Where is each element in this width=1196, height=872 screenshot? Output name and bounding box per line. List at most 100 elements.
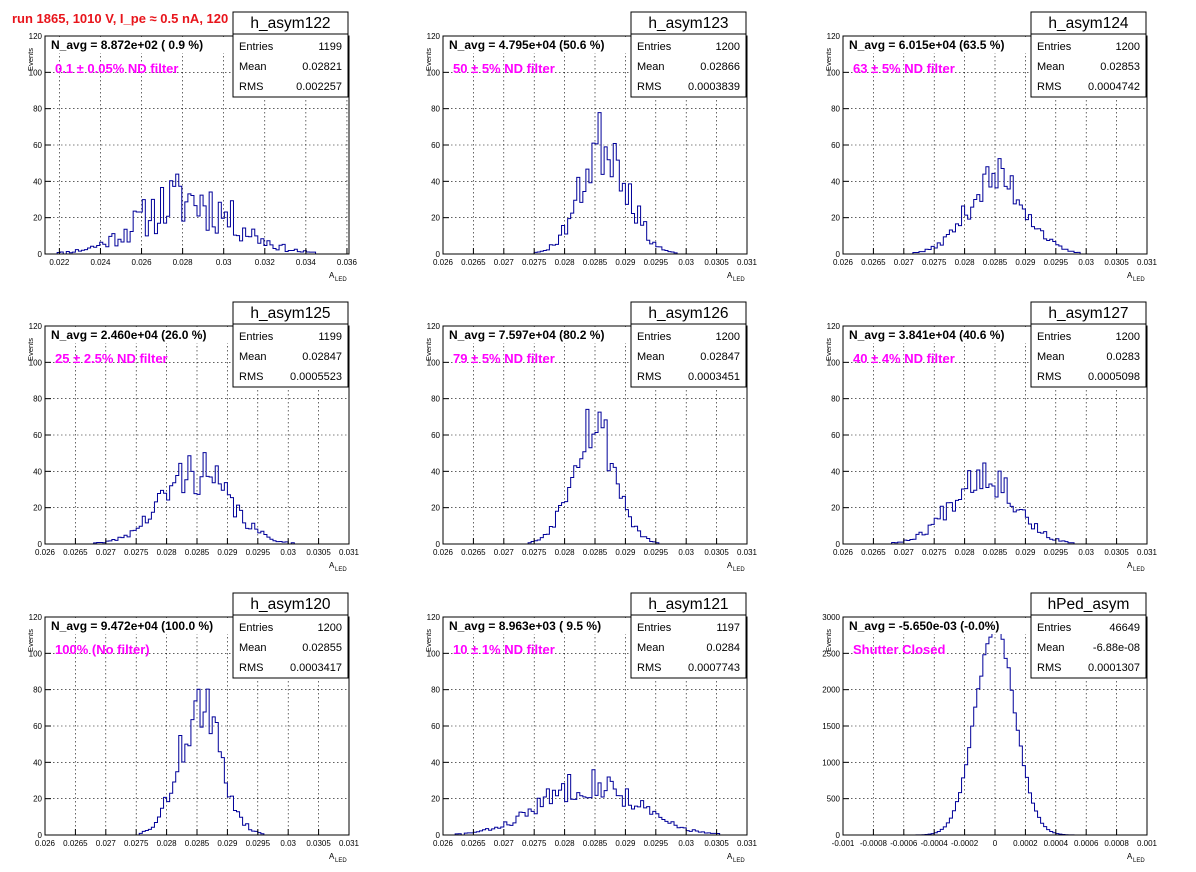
y-tick-label: 20 [33,504,42,513]
x-tick-label: 0.0265 [861,548,886,557]
stats-box [1030,592,1147,679]
x-tick-label: 0.029 [1015,548,1036,557]
x-tick-label: 0.0265 [461,839,486,848]
x-tick-label: 0.028 [173,258,194,267]
x-tick-label: 0.031 [737,548,758,557]
n-avg-background [447,618,665,634]
y-tick-label: 120 [29,322,43,331]
histogram-name: h_asym127 [1048,305,1128,322]
stats-label: Mean [239,351,267,363]
x-tick-label: 0.026 [433,839,454,848]
y-tick-label: 1500 [822,722,840,731]
histogram-line [45,173,349,255]
n-avg-background [847,37,1065,53]
stats-label: Entries [637,622,672,634]
x-tick-label: 0.0004 [1044,839,1069,848]
stats-label: Entries [239,622,274,634]
x-axis-subscript: LED [335,277,347,283]
n-avg-background [49,618,267,634]
y-tick-label: 60 [831,141,840,150]
x-tick-label: 0.0295 [644,258,669,267]
stats-value: -6.88e-08 [1093,642,1140,654]
x-tick-label: 0.026 [35,548,56,557]
n-avg-background [49,37,267,53]
x-tick-label: 0.026 [833,548,854,557]
filter-label: 50 ± 5% ND filter [453,61,555,76]
x-axis-title: A [1127,852,1133,861]
y-tick-label: 0 [436,540,441,549]
stats-label: Entries [1037,622,1072,634]
stats-value: 0.0007743 [688,662,740,674]
histogram-name: h_asym120 [250,596,331,613]
stats-label: Mean [239,61,267,73]
y-axis-title: Events [424,48,433,71]
y-tick-label: 0 [836,250,841,259]
x-tick-label: 0.0265 [63,548,88,557]
histogram-line [843,462,1147,545]
y-tick-label: 80 [431,686,440,695]
y-tick-label: 120 [29,613,43,622]
stats-box [232,11,349,98]
x-tick-label: 0.0265 [63,839,88,848]
histogram-name: h_asym124 [1048,15,1129,32]
x-tick-label: 0.029 [615,839,636,848]
n-avg-background [447,37,665,53]
x-tick-label: 0.0305 [1104,258,1129,267]
histogram-name: h_asym122 [250,15,330,32]
x-tick-label: 0.028 [555,548,576,557]
x-tick-label: 0.024 [90,258,111,267]
x-tick-label: 0.0006 [1074,839,1099,848]
n-avg-label: N_avg = -5.650e-03 (-0.0%) [849,619,999,633]
n-avg-background [847,327,1065,343]
y-axis-title: Events [824,338,833,361]
x-axis-title: A [727,561,733,570]
x-tick-label: 0.032 [255,258,276,267]
run-title: run 1865, 1010 V, I_pe ≈ 0.5 nA, 120 Hz [12,11,248,26]
x-tick-label: 0.03 [678,258,694,267]
histogram-line [45,452,349,545]
filter-label: 100% (No filter) [55,642,150,657]
stats-label: RMS [637,662,661,674]
x-tick-label: 0.03 [678,839,694,848]
y-tick-label: 500 [827,795,841,804]
y-tick-label: 40 [431,177,440,186]
stats-label: Mean [239,642,267,654]
x-tick-label: 0.03 [280,548,296,557]
y-tick-label: 40 [831,467,840,476]
x-tick-label: 0.03 [280,839,296,848]
x-axis-subscript: LED [335,858,347,864]
stats-value: 0.0284 [706,642,740,654]
y-tick-label: 0 [38,831,43,840]
y-tick-label: 40 [431,467,440,476]
x-tick-label: -0.0002 [951,839,979,848]
x-tick-label: 0.0275 [124,839,149,848]
stats-value: 1197 [716,622,740,634]
stats-label: Mean [1037,351,1065,363]
x-tick-label: 0.0295 [1044,258,1069,267]
stats-label: RMS [1037,662,1061,674]
histogram-name: hPed_asym [1048,596,1130,613]
y-tick-label: 100 [827,68,841,77]
stats-value: 1200 [716,331,740,343]
x-tick-label: 0.029 [217,839,238,848]
filter-label: 25 ± 2.5% ND filter [55,351,168,366]
x-tick-label: 0.0265 [461,258,486,267]
x-tick-label: 0.026 [433,258,454,267]
stats-label: Entries [239,41,274,53]
x-tick-label: 0.03 [1078,548,1094,557]
x-tick-label: 0.0285 [185,548,210,557]
x-tick-label: 0.027 [494,548,515,557]
stats-value: 0.0003417 [290,662,342,674]
y-tick-label: 40 [831,177,840,186]
histogram-panel: 0.026 0.0265 0.027 0.0275 0.028 0.0285 0.029 0.… [824,11,1158,283]
x-tick-label: 0.028 [157,548,178,557]
x-tick-label: 0.027 [894,548,915,557]
x-axis-title: A [727,271,733,280]
y-tick-label: 60 [33,141,42,150]
y-tick-label: 2000 [822,686,840,695]
stats-label: RMS [1037,81,1061,93]
y-axis-title: Events [26,48,35,71]
x-tick-label: 0.0305 [306,839,331,848]
stats-label: RMS [239,371,263,383]
